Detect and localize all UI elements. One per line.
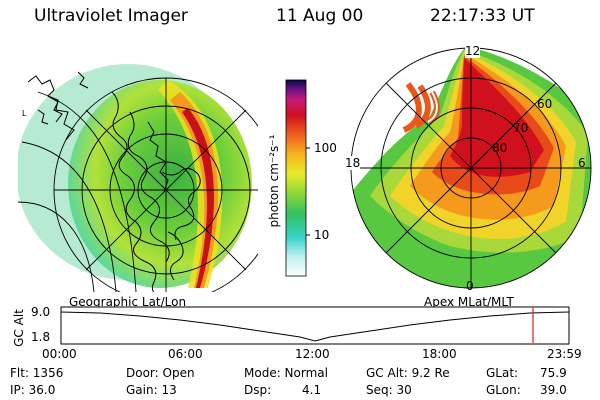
flight-info: Flt: 1356 [10,366,64,380]
colorbar-label: photon cm⁻²s⁻¹ [267,134,281,228]
polar-image [350,47,592,289]
timeline-ytick-9: 9.0 [31,305,51,319]
right-panel-label: Apex MLat/MLT [424,295,514,309]
timeline-xtick-1800: 18:00 [422,347,457,361]
lat-label-80: 80 [492,141,508,155]
mode-info: Mode: Normal [244,366,328,380]
left-latlon-grid [18,77,258,292]
ip-info: IP: 36.0 [10,383,56,397]
timeline-xtick-0600: 06:00 [168,347,203,361]
timeline-xtick-1200: 12:00 [295,347,330,361]
dsp-value: 4.1 [302,383,322,397]
seq-info: Seq: 30 [366,383,412,397]
timeline-ylabel: GC Alt [12,309,26,347]
left-coastlines [27,71,201,292]
app-title: Ultraviolet Imager [34,6,188,26]
mlt-label-18: 18 [345,156,361,170]
gain-info: Gain: 13 [126,383,177,397]
mlt-label-6: 6 [578,156,586,170]
lat-label-70: 70 [513,121,529,135]
altitude-timeline [60,306,570,345]
left-map-mark: L [22,109,27,118]
date-text: 11 Aug 00 [276,6,364,26]
glat-value: 75.9 [540,366,567,380]
geographic-image: L [18,64,258,292]
lat-label-60: 60 [537,97,553,111]
timeline-ytick-1: 1.8 [31,330,51,344]
colorbar-tick-label-10: 10 [314,228,330,242]
glon-label: GLon: [486,383,521,397]
left-red-band [182,108,214,288]
polar-grid [350,47,592,289]
dsp-label: Dsp: [244,383,272,397]
colorbar-gradient [285,79,307,277]
glon-value: 39.0 [540,383,567,397]
timeline-frame [60,306,570,345]
colorbar [285,79,310,277]
door-info: Door: Open [126,366,195,380]
colorbar-tick-label-100: 100 [314,141,337,155]
mlt-label-0: 0 [466,279,474,293]
timeline-xtick-2359: 23:59 [547,347,582,361]
mlt-label-12: 12 [465,44,481,58]
left-panel-label: Geographic Lat/Lon [69,295,187,309]
gc-alt-info: GC Alt: 9.2 Re [366,366,450,380]
altitude-curve [60,311,570,342]
time-text: 22:17:33 UT [430,6,535,26]
glat-label: GLat: [486,366,519,380]
timeline-xtick-0000: 00:00 [42,347,77,361]
